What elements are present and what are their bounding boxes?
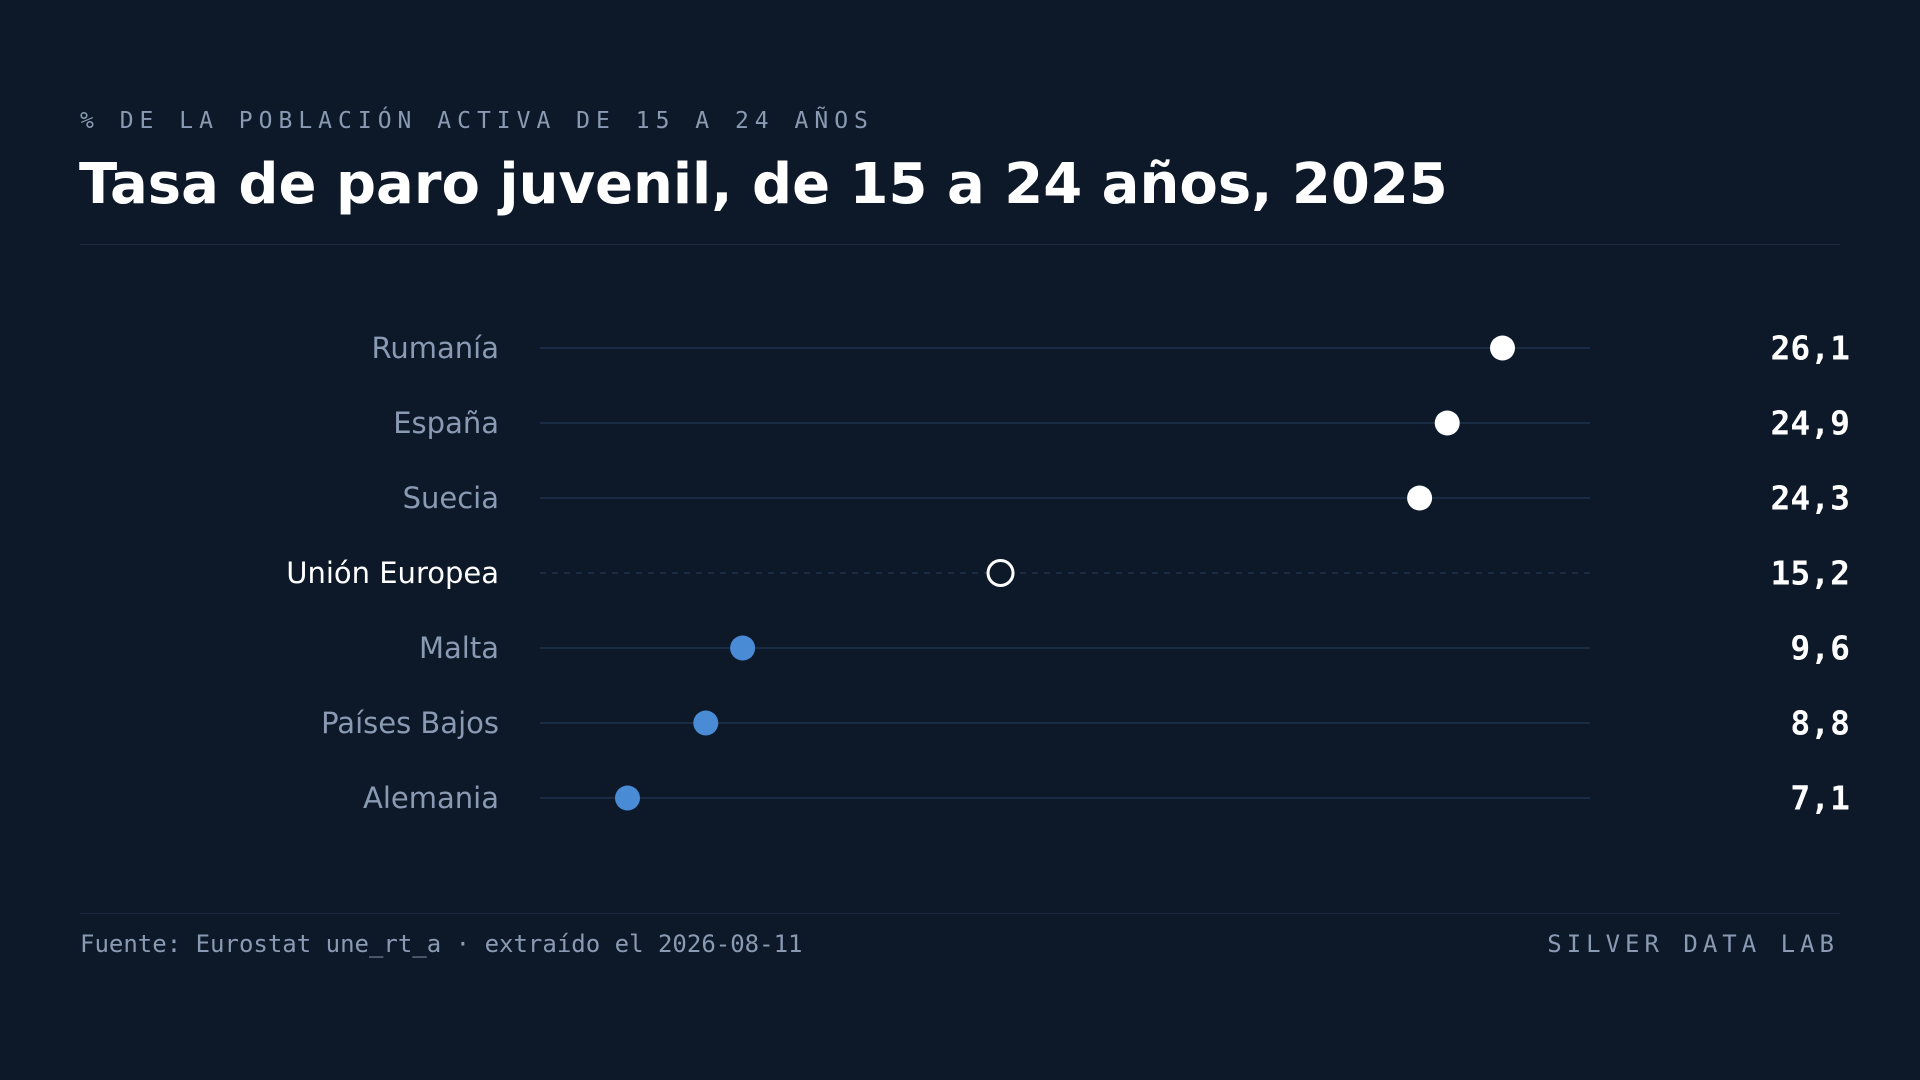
value-label: 9,6 xyxy=(1790,629,1850,668)
header-divider xyxy=(80,244,1840,245)
data-dot xyxy=(1434,410,1460,436)
value-label: 24,9 xyxy=(1771,404,1850,443)
category-label: Rumanía xyxy=(372,331,499,365)
category-label: Unión Europea xyxy=(286,556,499,590)
footer-divider xyxy=(80,913,1840,914)
category-label: Suecia xyxy=(403,481,499,515)
chart-title: Tasa de paro juvenil, de 15 a 24 años, 2… xyxy=(79,152,1448,217)
category-label: Malta xyxy=(419,631,499,665)
brand-label: SILVER DATA LAB xyxy=(1547,930,1839,958)
category-label: Alemania xyxy=(363,781,499,815)
data-dot xyxy=(693,710,719,736)
value-label: 8,8 xyxy=(1790,704,1850,743)
category-label: España xyxy=(393,406,499,440)
data-dot xyxy=(1490,335,1515,361)
value-label: 26,1 xyxy=(1771,329,1850,368)
data-dot xyxy=(730,635,756,661)
chart-subtitle: % DE LA POBLACIÓN ACTIVA DE 15 A 24 AÑOS xyxy=(80,108,874,134)
value-label: 15,2 xyxy=(1771,554,1850,593)
data-dot xyxy=(615,785,640,811)
category-label: Países Bajos xyxy=(321,706,499,740)
value-label: 24,3 xyxy=(1771,479,1850,518)
value-label: 7,1 xyxy=(1790,779,1850,818)
data-dot xyxy=(1407,485,1433,511)
source-note: Fuente: Eurostat une_rt_a · extraído el … xyxy=(80,930,803,958)
reference-dot xyxy=(986,559,1015,587)
